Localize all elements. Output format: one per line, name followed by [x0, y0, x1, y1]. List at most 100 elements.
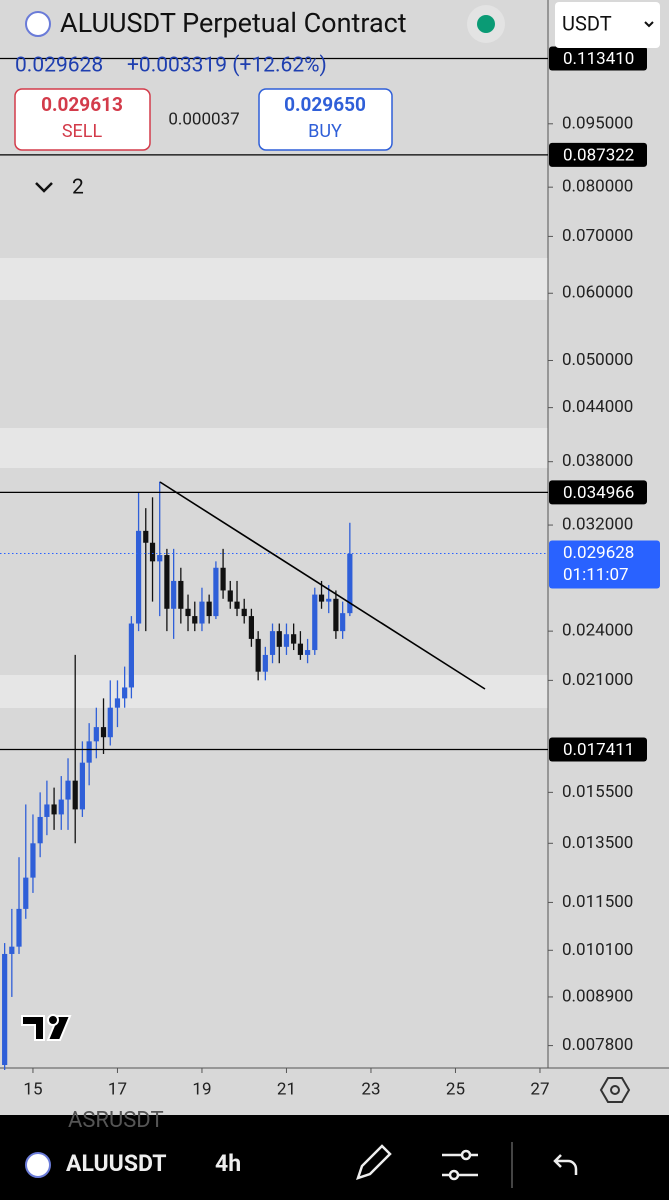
candle-body: [149, 542, 156, 562]
candle-body: [199, 601, 205, 624]
y-tick-label: 0.021000: [562, 670, 633, 690]
tv-logo: [21, 1014, 72, 1041]
settings-icon[interactable]: [599, 1077, 631, 1103]
candle-body: [114, 698, 121, 708]
status-dot: [477, 15, 495, 33]
candle-body: [291, 634, 297, 644]
candle-body: [93, 727, 99, 742]
candle-body: [269, 631, 276, 655]
candle-body: [86, 741, 92, 763]
y-tick-label: 0.095000: [562, 113, 633, 133]
candle-body: [157, 555, 163, 562]
y-tick-label: 0.032000: [562, 515, 633, 535]
zone: [0, 258, 548, 300]
dropdown-arrow: [644, 21, 654, 28]
sell-button[interactable]: [14, 88, 151, 151]
candle-body: [297, 643, 304, 655]
price-label: 0.113410: [563, 49, 634, 69]
candle-body: [30, 843, 36, 878]
candle-body: [143, 530, 149, 543]
candle-body: [312, 594, 318, 651]
buy-button[interactable]: [258, 88, 393, 151]
collapse-count: 2: [72, 176, 84, 200]
x-tick-label: 27: [530, 1079, 549, 1099]
collapse-icon[interactable]: [35, 182, 53, 193]
candle-body: [107, 707, 113, 738]
candle-body: [304, 650, 311, 655]
y-tick-label: 0.007800: [562, 1035, 633, 1055]
price-label: 0.017411: [563, 740, 634, 760]
x-tick-label: 17: [108, 1079, 127, 1099]
candle-body: [122, 687, 128, 699]
candle-body: [234, 601, 240, 609]
price-label-box: [549, 737, 647, 762]
y-tick-label: 0.011500: [562, 892, 633, 912]
interval[interactable]: 4h: [215, 1150, 241, 1177]
candle-body: [178, 580, 184, 609]
undo-icon[interactable]: [553, 1154, 578, 1175]
candle-body: [72, 780, 78, 810]
currency-select[interactable]: [555, 2, 660, 48]
y-tick-label: 0.044000: [562, 397, 633, 417]
candle-body: [2, 953, 8, 1065]
current-price-box: [549, 540, 660, 589]
candle-body: [192, 616, 198, 624]
symbol-icon: [25, 11, 51, 37]
price-label: 0.087322: [563, 145, 634, 165]
indicators-icon[interactable]: [442, 1149, 478, 1181]
candle-body: [318, 594, 325, 602]
price-label-box: [549, 46, 647, 71]
title: ALUUSDT Perpetual Contract: [60, 7, 407, 39]
candle-body: [241, 608, 247, 617]
candle-body: [340, 613, 346, 632]
candle-body: [58, 799, 64, 815]
candle-body: [171, 580, 177, 609]
x-tick-label: 21: [277, 1079, 296, 1099]
y-tick-label: 0.013500: [562, 833, 633, 853]
price-change: +0.003319 (+12.62%): [127, 54, 327, 78]
candle-body: [51, 804, 57, 815]
header: ALUUSDT Perpetual Contract USDT 0.029628…: [14, 2, 660, 200]
candle-body: [347, 553, 353, 614]
candle-body: [16, 908, 22, 947]
buy-label: BUY: [308, 121, 342, 142]
candle-body: [37, 816, 43, 844]
candle-body: [128, 623, 135, 688]
symbol-icon: [25, 1152, 51, 1178]
draw-icon[interactable]: [356, 1144, 392, 1180]
y-tick-label: 0.008900: [562, 986, 633, 1006]
y-tick-label: 0.015500: [562, 782, 633, 802]
buy-price: 0.029650: [284, 93, 366, 116]
countdown: 01:11:07: [563, 565, 629, 585]
candle-body: [206, 601, 212, 617]
candle-body: [248, 616, 254, 639]
x-tick-label: 23: [361, 1079, 380, 1099]
symbol[interactable]: ALUUSDT: [66, 1150, 166, 1177]
candle-body: [135, 530, 142, 624]
zone: [0, 428, 548, 468]
candle-body: [276, 631, 282, 647]
y-tick-label: 0.060000: [562, 283, 633, 303]
candle-body: [262, 654, 268, 672]
y-tick-label: 0.024000: [562, 621, 633, 641]
spread: 0.000037: [168, 109, 239, 129]
candle-body: [79, 762, 85, 810]
candle-body: [185, 608, 191, 617]
candle-body: [164, 555, 170, 609]
candle-body: [333, 598, 339, 632]
y-tick-label: 0.080000: [562, 177, 633, 197]
price-label-box: [549, 142, 647, 167]
y-tick-label: 0.070000: [562, 226, 633, 246]
candle-body: [213, 567, 219, 617]
x-tick-label: 15: [23, 1079, 42, 1099]
y-tick-label: 0.038000: [562, 451, 633, 471]
candle-body: [326, 598, 332, 602]
candle-body: [220, 567, 226, 591]
price-label: 0.034966: [563, 483, 634, 503]
zone: [0, 675, 548, 708]
candle-body: [100, 727, 107, 738]
plot: 0.095000 0.080000 0.070000 0.060000 0.050000…: [0, 46, 660, 1099]
trend-line[interactable]: [159, 481, 486, 690]
candle-body: [65, 780, 71, 800]
